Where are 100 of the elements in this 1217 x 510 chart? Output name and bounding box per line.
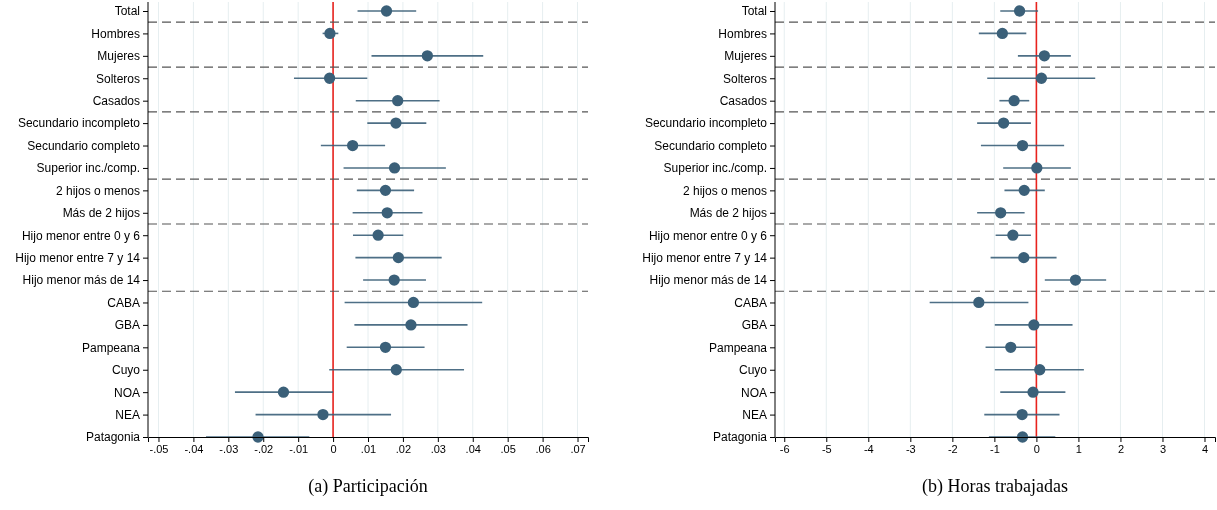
y-tick-label: Hijo menor entre 0 y 6 — [21, 228, 141, 243]
x-tick-label: 1 — [1075, 442, 1082, 455]
y-tick-label: Hijo menor más de 14 — [22, 273, 141, 288]
y-tick-label: GBA — [741, 318, 767, 333]
point — [997, 117, 1010, 129]
x-tick-label: -.02 — [254, 442, 274, 455]
x-tick-label: .04 — [465, 442, 481, 455]
y-tick-label: Total — [741, 4, 767, 19]
point — [1027, 386, 1039, 398]
x-tick-label: .07 — [570, 442, 586, 455]
y-tick-label: Patagonia — [85, 430, 141, 445]
y-tick-label: NEA — [742, 407, 767, 422]
x-tick-label: -.05 — [149, 442, 169, 455]
x-tick-label: -3 — [905, 442, 916, 455]
y-tick-label: Pampeana — [708, 340, 768, 355]
point — [392, 95, 404, 107]
y-tick-label: Cuyo — [738, 363, 768, 378]
x-tick-label: .01 — [360, 442, 377, 455]
y-tick-label: NOA — [113, 385, 140, 400]
point — [1038, 50, 1051, 62]
y-tick-label: Secundario completo — [27, 138, 141, 153]
point — [379, 341, 392, 353]
x-tick-label: -.01 — [289, 442, 309, 455]
point — [1034, 364, 1046, 376]
x-tick-label: 3 — [1159, 442, 1167, 455]
point — [392, 252, 405, 264]
x-tick-label: -5 — [821, 442, 832, 455]
y-tick-label: Secundario incompleto — [644, 116, 768, 131]
point — [1069, 274, 1082, 286]
point — [1018, 252, 1030, 264]
point — [323, 72, 336, 84]
point — [380, 5, 393, 17]
y-tick-label: Hijo menor entre 0 y 6 — [648, 228, 768, 243]
point — [390, 117, 402, 129]
point — [277, 386, 290, 398]
y-tick-label: Superior inc./comp. — [36, 161, 140, 176]
point — [421, 50, 434, 62]
point — [1008, 95, 1020, 107]
text: (b) Horas trabajadas — [922, 476, 1068, 497]
x-tick-label: -6 — [779, 442, 790, 455]
point — [405, 319, 417, 331]
y-tick-label: Secundario completo — [654, 138, 768, 153]
point — [388, 274, 400, 286]
point — [1035, 72, 1048, 84]
point — [1031, 162, 1043, 174]
y-tick-label: Hombres — [91, 26, 140, 41]
y-tick-label: Cuyo — [111, 363, 141, 378]
x-tick-label: 0 — [330, 442, 337, 455]
y-tick-label: Casados — [719, 94, 767, 109]
y-tick-label: Patagonia — [712, 430, 768, 445]
y-tick-label: Mujeres — [724, 49, 767, 64]
text: (a) Participación — [308, 476, 428, 497]
y-tick-label: Hombres — [718, 26, 767, 41]
y-tick-label: Solteros — [95, 71, 140, 86]
point — [346, 139, 359, 152]
x-tick-label: .03 — [430, 442, 446, 455]
x-tick-label: -.03 — [219, 442, 239, 455]
y-tick-label: Secundario incompleto — [17, 116, 141, 131]
y-tick-label: Hijo menor entre 7 y 14 — [15, 250, 141, 265]
x-tick-label: -.04 — [184, 442, 204, 455]
point — [1018, 184, 1030, 196]
y-tick-label: NOA — [740, 385, 767, 400]
point — [407, 296, 420, 309]
x-tick-label: -4 — [863, 442, 874, 455]
y-tick-label: Más de 2 hijos — [62, 206, 140, 221]
point — [973, 296, 985, 309]
x-tick-label: .06 — [535, 442, 551, 455]
point — [1007, 229, 1019, 241]
x-tick-label: -2 — [947, 442, 958, 455]
y-tick-label: Hijo menor entre 7 y 14 — [642, 250, 768, 265]
point — [390, 364, 402, 376]
point — [317, 408, 329, 421]
point — [1016, 408, 1028, 421]
x-tick-label: 0 — [1033, 442, 1040, 455]
y-tick-label: GBA — [114, 318, 140, 333]
y-tick-label: Pampeana — [81, 340, 141, 355]
y-tick-label: Total — [114, 4, 140, 19]
y-tick-label: Casados — [92, 94, 140, 109]
y-tick-label: Solteros — [722, 71, 767, 86]
point — [1013, 5, 1026, 17]
x-tick-label: 4 — [1201, 442, 1209, 455]
point — [1028, 319, 1040, 331]
y-tick-label: 2 hijos o menos — [55, 183, 140, 198]
x-tick-label: 2 — [1117, 442, 1125, 455]
y-tick-label: CABA — [107, 295, 140, 310]
y-tick-label: Más de 2 hijos — [689, 206, 767, 221]
x-tick-label: -1 — [989, 442, 1000, 455]
point — [995, 207, 1007, 219]
point — [324, 27, 336, 40]
point — [381, 207, 393, 219]
x-tick-label: .05 — [500, 442, 516, 455]
y-tick-label: Superior inc./comp. — [663, 161, 767, 176]
point — [379, 184, 392, 196]
point — [996, 27, 1008, 40]
point — [1016, 139, 1029, 152]
point — [372, 229, 384, 241]
y-tick-label: Mujeres — [97, 49, 140, 64]
x-tick-label: .02 — [395, 442, 412, 455]
y-tick-label: Hijo menor más de 14 — [649, 273, 768, 288]
y-tick-label: NEA — [115, 407, 140, 422]
